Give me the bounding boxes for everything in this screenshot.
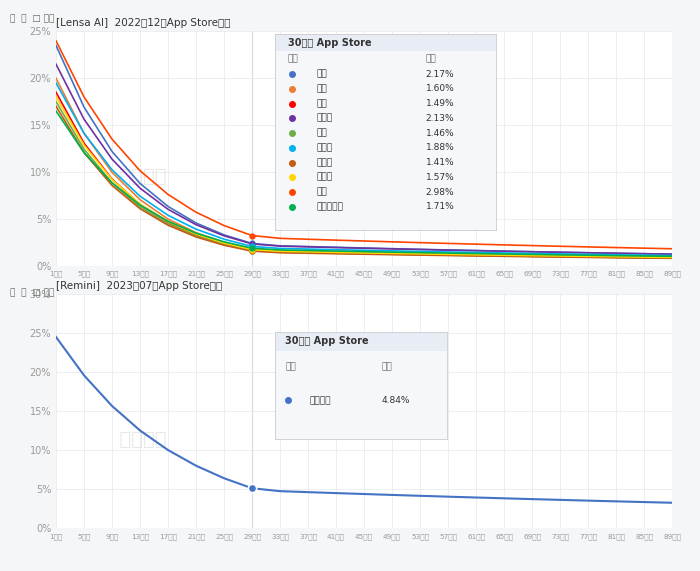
Text: 📈  📊  □ 堆积: 📈 📊 □ 堆积 xyxy=(10,288,55,297)
Text: [Lensa AI]  2022年12月App Store留存: [Lensa AI] 2022年12月App Store留存 xyxy=(56,18,230,28)
Text: 点点数据: 点点数据 xyxy=(106,430,167,449)
Text: 📈  📊  □ 堆积: 📈 📊 □ 堆积 xyxy=(10,14,55,23)
Text: 点点数据: 点点数据 xyxy=(106,167,167,186)
Legend: 巴西, 英国, 德国, 墨西哥, 美国, 土耳其, 俄罗斯, 加拿大, 印度, 印度尼西亚: 巴西, 英国, 德国, 墨西哥, 美国, 土耳其, 俄罗斯, 加拿大, 印度, … xyxy=(196,316,532,332)
Text: [Remini]  2023年07月App Store留存: [Remini] 2023年07月App Store留存 xyxy=(56,280,223,291)
